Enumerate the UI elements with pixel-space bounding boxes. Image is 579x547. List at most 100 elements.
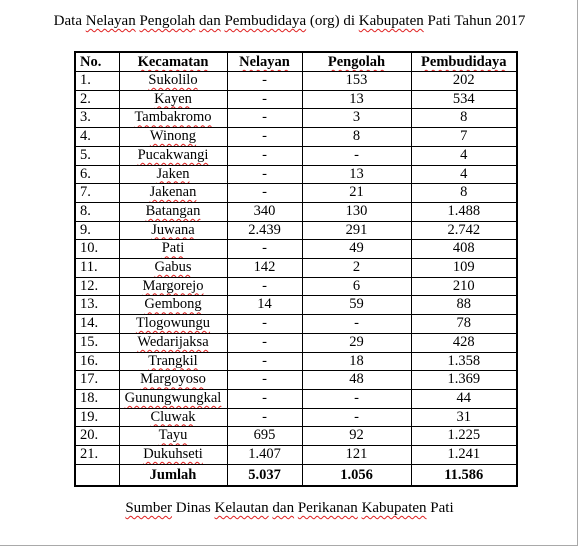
title-word: Kabupaten — [358, 13, 424, 29]
header-pengolah: Pengolah — [301, 51, 412, 72]
row-number-cell: 8. — [74, 201, 120, 222]
pembudidaya-cell: 428 — [410, 332, 518, 353]
kecamatan-cell: Cluwak — [118, 407, 228, 428]
total-pengolah: 1.056 — [301, 463, 412, 487]
pembudidaya-cell: 109 — [410, 258, 518, 278]
pengolah-cell: 21 — [301, 183, 412, 203]
table-row: 6. Jaken -13 4 — [74, 164, 518, 185]
kecamatan-cell: Batangan — [118, 201, 228, 222]
table-row: 15. Wedarijaksa -29 428 — [74, 332, 518, 353]
pembudidaya-cell: 210 — [410, 276, 518, 297]
source-word: Kelautan — [214, 500, 269, 516]
table-row: 21. Dukuhseti 1.407 121 1.241 — [74, 445, 518, 465]
header-pembudidaya: Pembudidaya — [410, 51, 518, 72]
pengolah-cell: 49 — [301, 239, 412, 260]
table-row: 16. Trangkil -18 1.358 — [74, 351, 518, 372]
row-number-cell: 9. — [74, 220, 120, 241]
title-word: Pati Tahun 2017 — [427, 13, 526, 29]
title-word: Nelayan — [85, 13, 136, 29]
pengolah-cell: 18 — [301, 351, 412, 372]
row-number-cell: 1. — [74, 71, 120, 91]
source-word: Kabupaten — [361, 500, 427, 516]
header-kecamatan: Kecamatan — [118, 51, 228, 72]
pembudidaya-cell: 8 — [410, 108, 518, 129]
pembudidaya-cell: 1.241 — [410, 445, 518, 465]
total-empty-cell — [74, 463, 120, 487]
pengolah-cell: 6 — [301, 276, 412, 297]
kecamatan-cell: Wedarijaksa — [118, 332, 228, 353]
pengolah-cell: 29 — [301, 332, 412, 353]
pembudidaya-cell: 4 — [410, 145, 518, 166]
kecamatan-cell: Dukuhseti — [118, 445, 228, 465]
table-title: Data Nelayan Pengolah dan Pembudidaya (o… — [0, 13, 579, 30]
kecamatan-cell: Juwana — [118, 220, 228, 241]
kecamatan-cell: Trangkil — [118, 351, 228, 372]
table-row: 8. Batangan 340 130 1.488 — [74, 201, 518, 222]
nelayan-cell: - — [226, 108, 303, 129]
nelayan-cell: 14 — [226, 295, 303, 316]
pengolah-cell: 153 — [301, 71, 412, 91]
nelayan-cell: - — [226, 89, 303, 110]
header-nelayan: Nelayan — [226, 51, 303, 72]
pengolah-cell: 130 — [301, 201, 412, 222]
row-number-cell: 5. — [74, 145, 120, 166]
pembudidaya-cell: 7 — [410, 127, 518, 147]
pembudidaya-cell: 202 — [410, 71, 518, 91]
pembudidaya-cell: 2.742 — [410, 220, 518, 241]
nelayan-cell: - — [226, 164, 303, 185]
table-row: 7. Jakenan -21 8 — [74, 183, 518, 203]
row-number-cell: 17. — [74, 370, 120, 390]
total-pembudidaya: 11.586 — [410, 463, 518, 487]
nelayan-cell: - — [226, 407, 303, 428]
pembudidaya-cell: 4 — [410, 164, 518, 185]
row-number-cell: 19. — [74, 407, 120, 428]
pengolah-cell: 3 — [301, 108, 412, 129]
pembudidaya-cell: 408 — [410, 239, 518, 260]
pengolah-cell: 291 — [301, 220, 412, 241]
kecamatan-cell: Winong — [118, 127, 228, 147]
header-no: No. — [74, 51, 120, 72]
row-number-cell: 12. — [74, 276, 120, 297]
table-row: 11. Gabus 142 2 109 — [74, 258, 518, 278]
table-row: 3. Tambakromo -3 8 — [74, 108, 518, 129]
kecamatan-cell: Gunungwungkal — [118, 388, 228, 409]
source-word: dan — [272, 500, 295, 516]
pengolah-cell: - — [301, 145, 412, 166]
pengolah-cell: 121 — [301, 445, 412, 465]
kecamatan-cell: Jaken — [118, 164, 228, 185]
row-number-cell: 18. — [74, 388, 120, 409]
nelayan-cell: - — [226, 276, 303, 297]
pengolah-cell: 48 — [301, 370, 412, 390]
table-row: 12. Margorejo -6 210 — [74, 276, 518, 297]
table-row: 19. Cluwak - -31 — [74, 407, 518, 428]
pengolah-cell: 59 — [301, 295, 412, 316]
title-word: (org) di — [309, 13, 356, 29]
title-word: dan — [199, 13, 221, 29]
total-nelayan: 5.037 — [226, 463, 303, 487]
row-number-cell: 10. — [74, 239, 120, 260]
total-row: Jumlah 5.037 1.056 11.586 — [74, 463, 518, 487]
kecamatan-cell: Jakenan — [118, 183, 228, 203]
table-row: 1. Sukolilo -153 202 — [74, 71, 518, 91]
pengolah-cell: - — [301, 314, 412, 334]
row-number-cell: 3. — [74, 108, 120, 129]
nelayan-cell: - — [226, 351, 303, 372]
pengolah-cell: 8 — [301, 127, 412, 147]
kecamatan-cell: Tlogowungu — [118, 314, 228, 334]
nelayan-cell: - — [226, 183, 303, 203]
row-number-cell: 16. — [74, 351, 120, 372]
nelayan-cell: - — [226, 370, 303, 390]
table-header-row: No. Kecamatan Nelayan Pengolah Pembudida… — [74, 51, 518, 72]
table-row: 2. Kayen -13 534 — [74, 89, 518, 110]
pembudidaya-cell: 78 — [410, 314, 518, 334]
pembudidaya-cell: 1.225 — [410, 426, 518, 447]
row-number-cell: 15. — [74, 332, 120, 353]
source-note: Sumber Dinas Kelautan dan Perikanan Kabu… — [0, 500, 579, 517]
table-row: 4. Winong -8 7 — [74, 127, 518, 147]
table-row: 14. Tlogowungu - -78 — [74, 314, 518, 334]
pembudidaya-cell: 1.358 — [410, 351, 518, 372]
nelayan-cell: - — [226, 127, 303, 147]
total-label: Jumlah — [118, 463, 228, 487]
kecamatan-cell: Tambakromo — [118, 108, 228, 129]
